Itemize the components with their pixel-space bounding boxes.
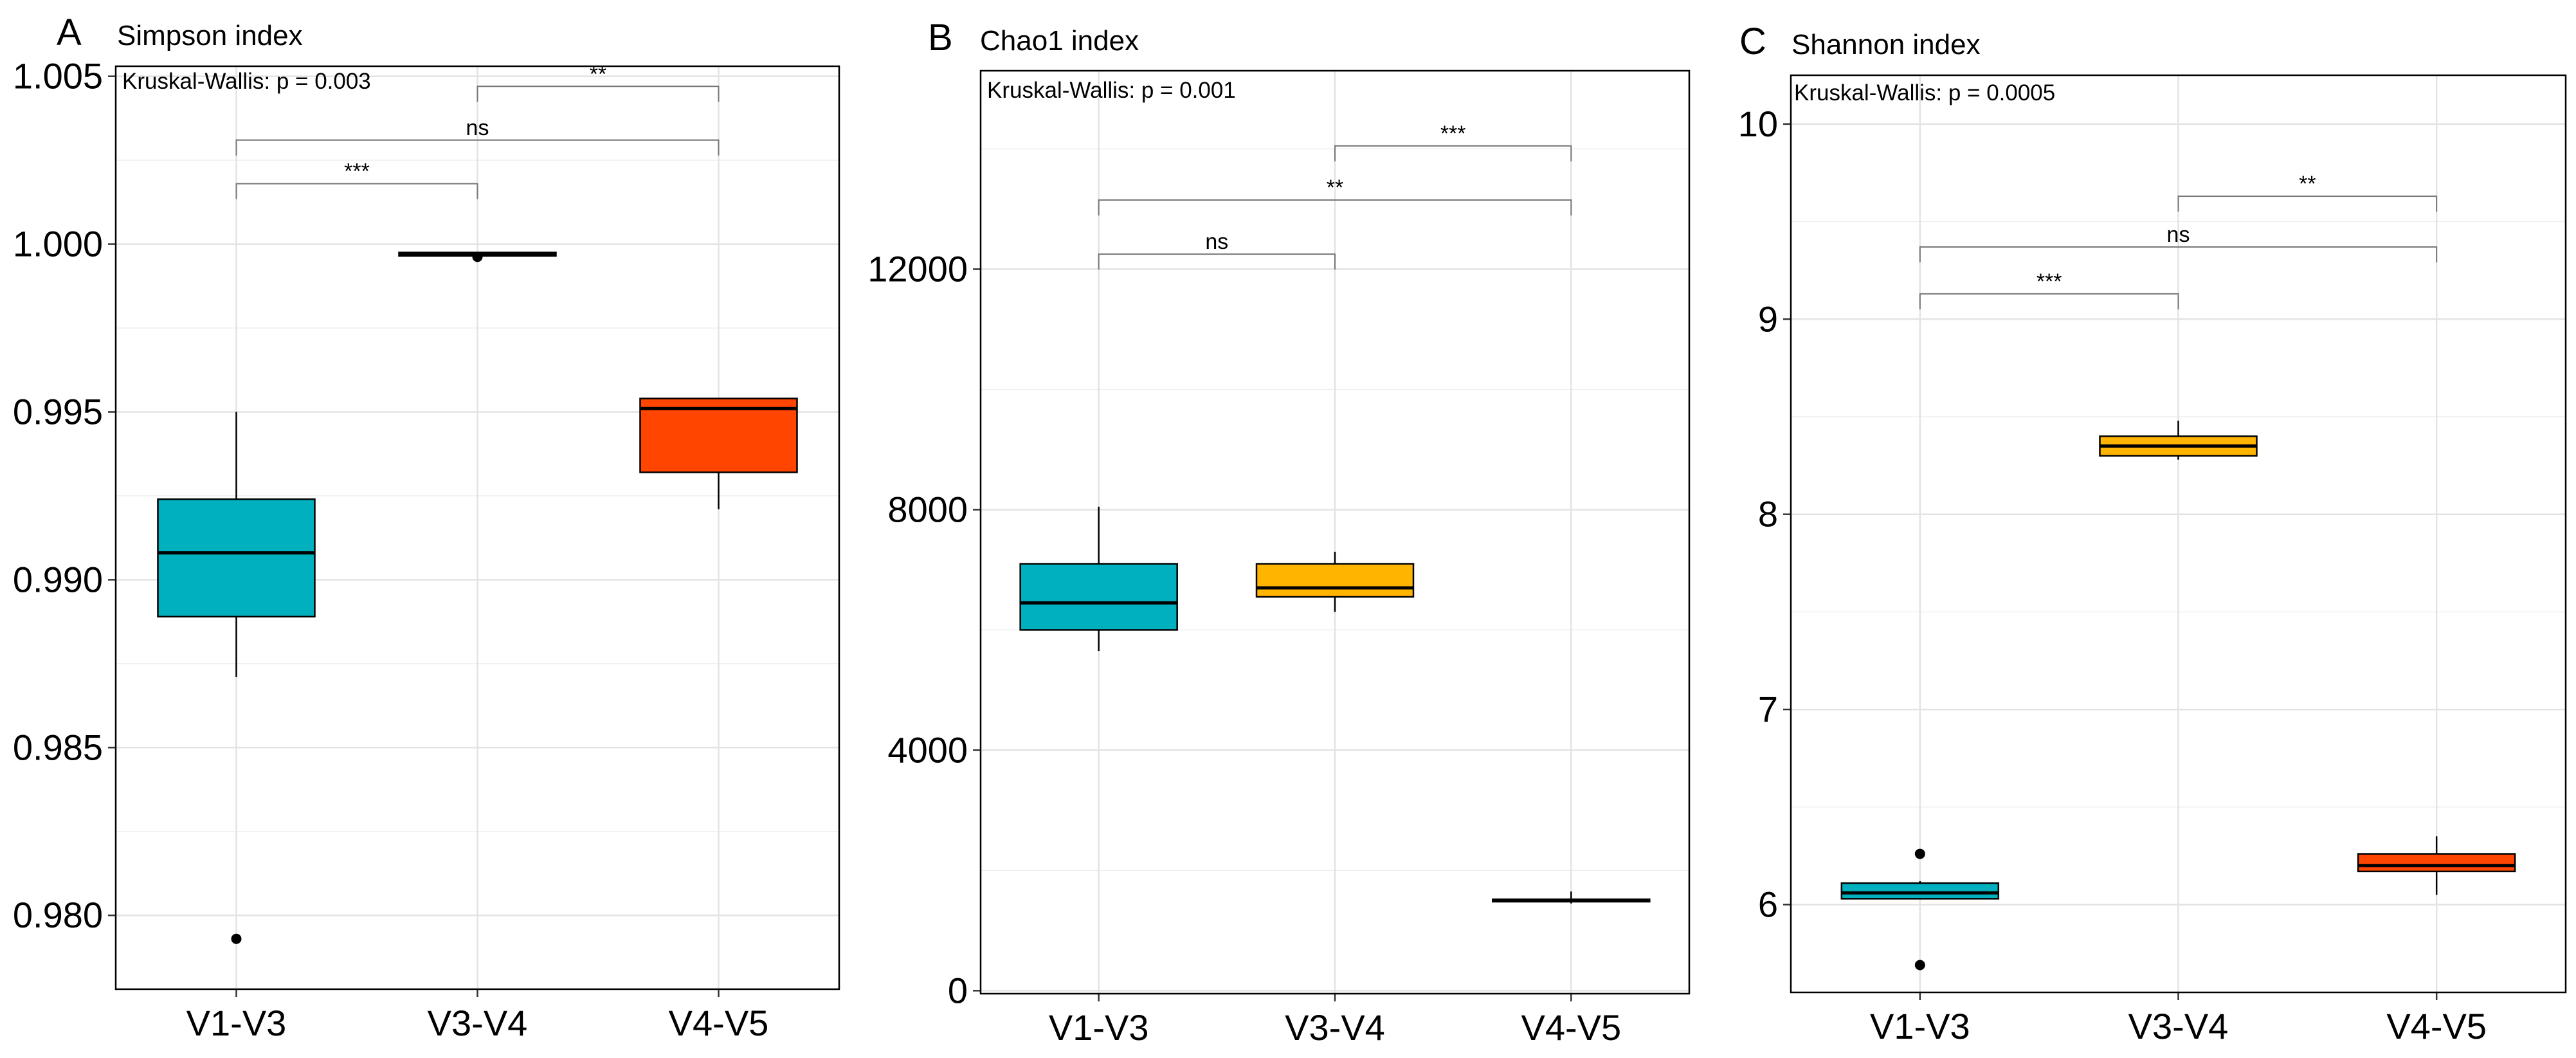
box-v3-v4 [2099, 421, 2258, 460]
significance-label: *** [2036, 269, 2062, 294]
plot-frame [114, 65, 840, 990]
box-rect [1840, 882, 2000, 900]
plot-frame [979, 69, 1691, 995]
y-tick-label: 0.990 [13, 559, 103, 599]
box-rect [2357, 853, 2516, 873]
y-tick-label: 0.980 [13, 895, 103, 935]
kruskal-wallis-b: Kruskal-Wallis: p = 0.001 [987, 78, 1236, 103]
y-tick-label: 4000 [887, 729, 968, 770]
y-tick-label: 0.995 [13, 391, 103, 432]
panel-shannon: C Shannon index 6 7 8 9 10 V1-V3 V3-V4 V4-V5 ** n… [1738, 21, 2567, 1046]
x-tick-label: V3-V4 [2128, 1006, 2229, 1046]
significance-bracket [1098, 199, 1572, 215]
significance-label: ** [2299, 172, 2316, 196]
significance-label: ** [1327, 176, 1343, 200]
significance-label: *** [344, 160, 370, 184]
panel-letter-a: A [57, 12, 82, 53]
x-tick-label: V4-V5 [1521, 1007, 1622, 1048]
outlier-point [472, 251, 483, 262]
panel-letter-b: B [928, 17, 953, 59]
y-tick-label: 1.000 [13, 224, 103, 264]
y-tick-label: 1.005 [13, 56, 103, 96]
significance-bracket [235, 183, 478, 199]
box-rect [639, 397, 798, 473]
panel-title-b: Chao1 index [980, 25, 1139, 57]
plot-frame [1790, 74, 2567, 994]
significance-label: *** [1440, 122, 1466, 146]
significance-bracket [1919, 293, 2179, 309]
x-tick-label: V3-V4 [428, 1003, 528, 1043]
x-tick-label: V4-V5 [2386, 1006, 2487, 1046]
box-v3-v4 [1255, 551, 1415, 612]
x-tick-label: V1-V3 [1049, 1007, 1149, 1048]
x-tick-label: V1-V3 [186, 1003, 287, 1043]
y-tick-label: 8 [1758, 494, 1778, 534]
y-tick-label: 10 [1738, 104, 1778, 144]
significance-bracket [1098, 253, 1336, 270]
significance-label: ns [466, 116, 489, 140]
box-v1-v3 [157, 412, 316, 944]
y-tick-label: 9 [1758, 298, 1778, 339]
plot-area-c: 6 7 8 9 10 V1-V3 V3-V4 V4-V5 ** ns *** [1738, 74, 2567, 1046]
box-rect [157, 498, 316, 618]
y-tick-label: 6 [1758, 884, 1778, 924]
panel-title-a: Simpson index [117, 20, 303, 51]
outlier-point [231, 933, 242, 944]
outlier-point [1914, 960, 1925, 971]
box-v1-v3 [1840, 848, 2000, 971]
panel-chao1: B Chao1 index 0 4000 8000 12000 V1-V3 V3-V4 V4… [867, 17, 1691, 1048]
x-tick-label: V3-V4 [1285, 1007, 1385, 1048]
panel-letter-c: C [1739, 21, 1766, 62]
outlier-point [1914, 848, 1925, 859]
box-v4-v5 [2357, 836, 2516, 895]
box-v4-v5 [639, 397, 798, 509]
significance-label: ns [2167, 223, 2190, 247]
box-v3-v4 [398, 251, 557, 262]
box-v1-v3 [1019, 506, 1178, 652]
panel-title-c: Shannon index [1791, 29, 1981, 60]
y-tick-label: 8000 [887, 489, 968, 529]
box-v4-v5 [1492, 891, 1651, 904]
significance-bracket [476, 86, 720, 102]
y-tick-label: 0 [948, 970, 968, 1010]
significance-bracket [235, 139, 720, 156]
significance-bracket [1919, 246, 2438, 262]
y-tick-label: 0.985 [13, 727, 103, 767]
x-tick-label: V1-V3 [1870, 1006, 1970, 1046]
x-tick-label: V4-V5 [669, 1003, 769, 1043]
significance-label: ns [1205, 230, 1228, 254]
panel-simpson: A Simpson index 0.980 0.985 0.990 0.995 1.00… [13, 12, 840, 1043]
kruskal-wallis-a: Kruskal-Wallis: p = 0.003 [122, 69, 371, 94]
box-rect [1019, 563, 1178, 631]
kruskal-wallis-c: Kruskal-Wallis: p = 0.0005 [1794, 80, 2055, 105]
y-tick-label: 12000 [867, 249, 968, 289]
significance-bracket [2177, 196, 2438, 212]
y-tick-label: 7 [1758, 689, 1778, 729]
plot-area-a: 0.980 0.985 0.990 0.995 1.000 1.005 V1-V3 V3-V4… [13, 56, 840, 1043]
significance-bracket [1334, 145, 1572, 161]
box-rect [1255, 563, 1415, 598]
